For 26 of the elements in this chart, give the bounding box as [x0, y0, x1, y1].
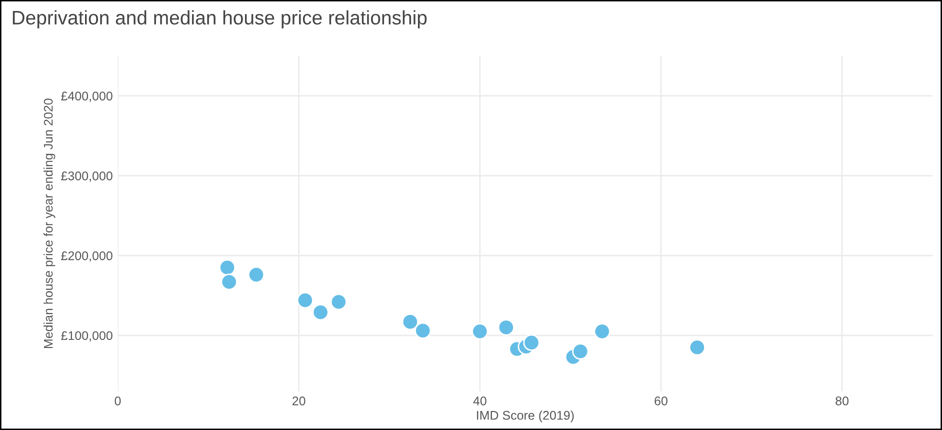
y-axis-title: Median house price for year ending Jun 2020 — [44, 98, 56, 348]
y-tick-label: £100,000 — [61, 331, 112, 342]
point — [498, 319, 514, 336]
point — [414, 322, 432, 339]
point — [296, 292, 314, 309]
y-tick-label: £200,000 — [61, 251, 112, 262]
point — [330, 294, 347, 310]
chart-title: Deprivation and median house price relationship — [12, 10, 427, 28]
y-tick-label: £300,000 — [61, 171, 112, 182]
point — [472, 323, 488, 340]
point — [523, 334, 540, 351]
point — [248, 266, 265, 284]
y-tick-label: £400,000 — [61, 92, 112, 102]
point — [402, 314, 418, 330]
point — [572, 343, 589, 360]
x-axis-title: IMD Score (2019) — [477, 410, 574, 422]
point — [594, 323, 610, 340]
point — [220, 274, 238, 290]
point — [219, 259, 236, 276]
point — [312, 304, 329, 321]
x-tick-label: 60 — [654, 396, 668, 406]
x-tick-label: 80 — [836, 396, 849, 406]
x-tick-label: 0 — [114, 396, 121, 406]
point — [688, 339, 706, 356]
x-tick-label: 40 — [473, 396, 486, 406]
x-tick-label: 20 — [292, 396, 306, 406]
